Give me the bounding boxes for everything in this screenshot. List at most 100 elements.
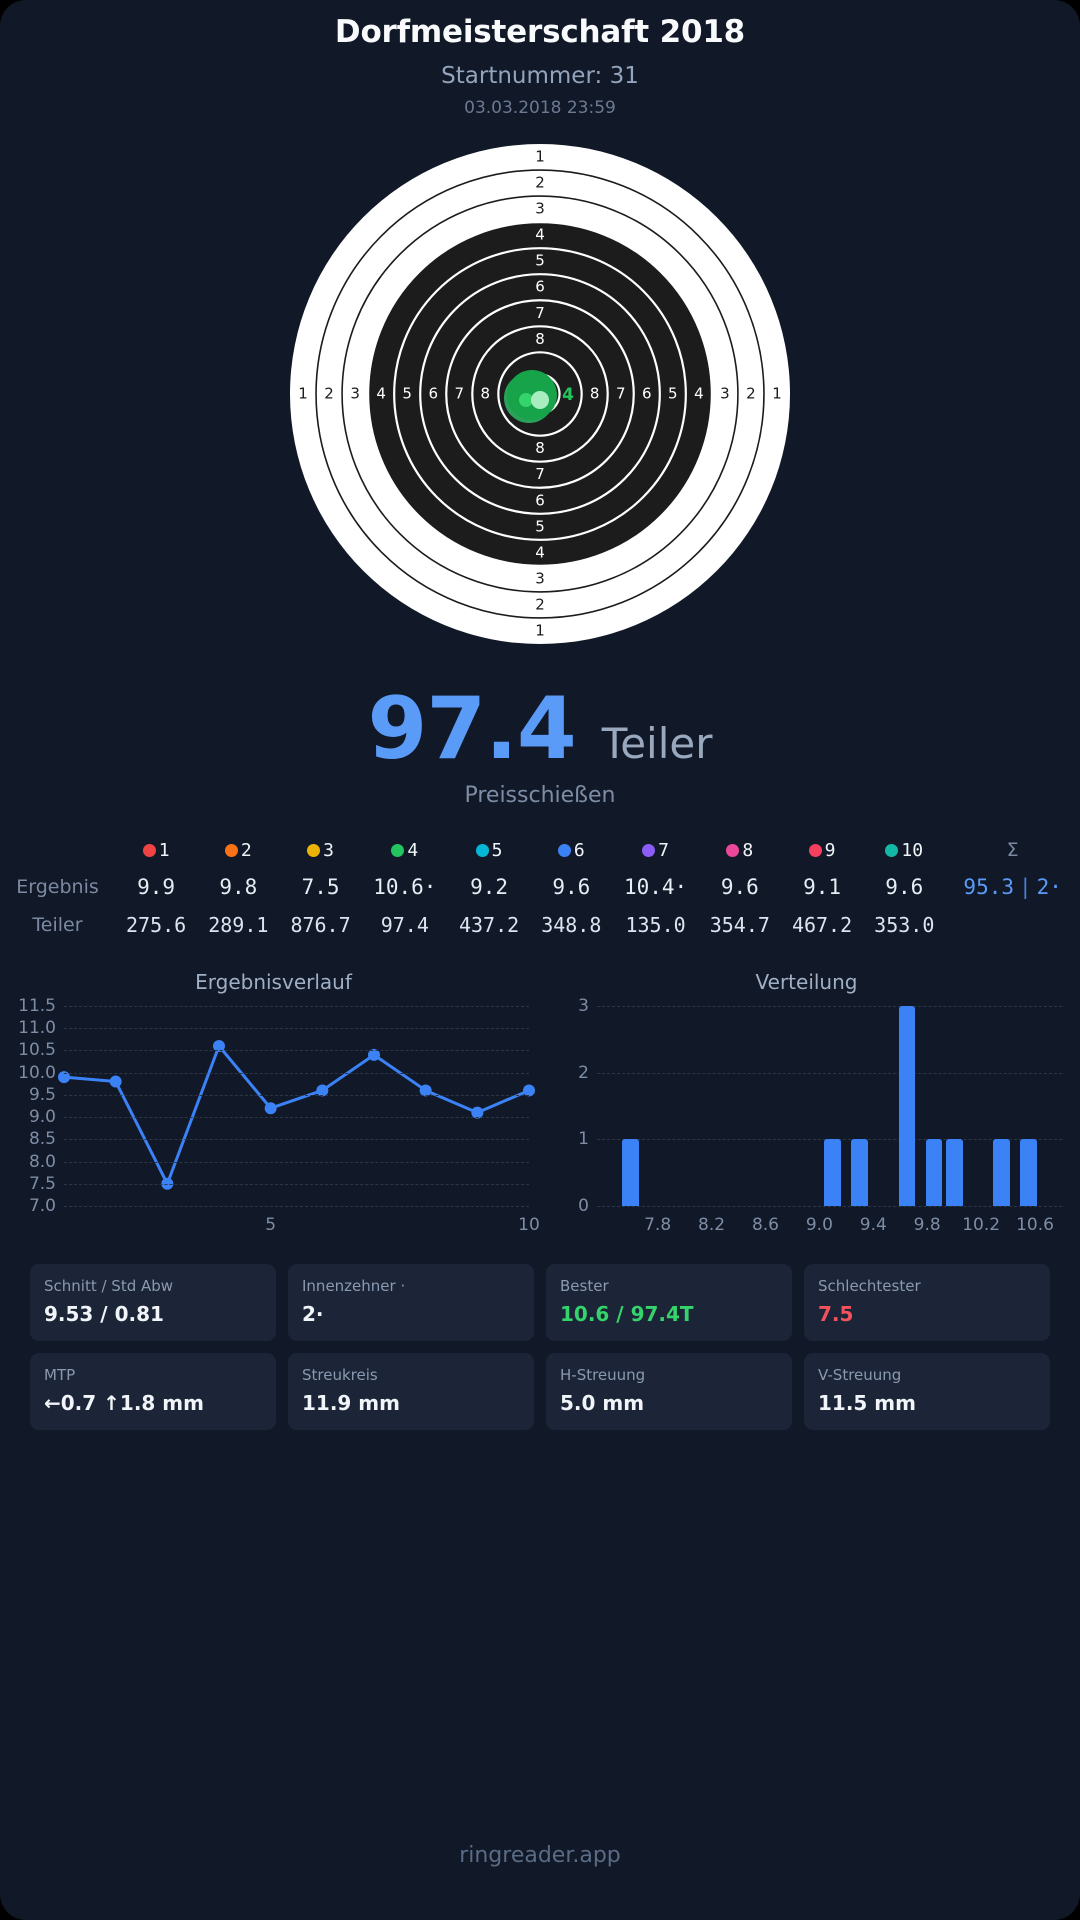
data-point <box>368 1048 380 1061</box>
ergebnis-cell: 9.6 <box>552 875 591 899</box>
teiler-cell: 353.0 <box>874 913 935 937</box>
shot-header-5: 5 <box>448 832 530 868</box>
histogram-bar <box>851 1139 869 1206</box>
stat-card: H-Streuung 5.0 mm <box>546 1353 792 1430</box>
teiler-cell: 275.6 <box>126 913 187 937</box>
x-axis-tick: 7.8 <box>644 1215 672 1235</box>
stat-card-label: Streukreis <box>302 1366 378 1384</box>
data-point <box>58 1071 70 1084</box>
row-label-teiler: Teiler <box>32 914 83 936</box>
table-header-row: 1 2 3 4 5 6 7 8 9 10 Σ <box>0 832 1080 868</box>
svg-text:6: 6 <box>535 278 545 296</box>
stat-card-value: 11.9 mm <box>302 1391 400 1415</box>
data-point <box>419 1084 432 1097</box>
shot-header-3: 3 <box>279 832 361 868</box>
shot-number-label: 1 <box>158 839 170 861</box>
gridline <box>597 1006 1062 1007</box>
y-axis-tick: 1 <box>578 1129 589 1150</box>
shot-color-dot-icon <box>885 843 899 857</box>
data-point <box>213 1040 225 1052</box>
x-axis-tick: 5 <box>265 1215 277 1235</box>
sum-separator: | <box>1019 875 1032 899</box>
teiler-cell: 135.0 <box>625 913 686 937</box>
svg-text:4: 4 <box>535 543 545 561</box>
shot-color-dot-icon <box>307 843 321 857</box>
stat-card-label: H-Streuung <box>560 1366 646 1384</box>
stat-card: Streukreis 11.9 mm <box>288 1353 534 1430</box>
chart-ergebnisverlauf: Ergebnisverlauf 11.5 11.0 10.5 10.0 9.5 9.0 8.… <box>12 970 540 1235</box>
row-label-ergebnis: Ergebnis <box>16 876 99 898</box>
stat-card: MTP ←0.7 ↑1.8 mm <box>30 1353 276 1430</box>
x-axis-tick: 9.8 <box>913 1215 941 1235</box>
svg-text:1: 1 <box>535 148 545 166</box>
stat-card: Bester 10.6 / 97.4T <box>546 1264 792 1341</box>
svg-text:1: 1 <box>772 385 782 403</box>
x-axis-tick: 10.6 <box>1016 1215 1054 1235</box>
teiler-cell: 348.8 <box>541 913 602 937</box>
svg-text:8: 8 <box>535 330 545 348</box>
x-axis-tick: 8.6 <box>751 1215 779 1235</box>
gridline <box>64 1139 529 1141</box>
shot-color-dot-icon <box>808 843 822 857</box>
y-axis-tick: 7.0 <box>28 1196 56 1216</box>
line-series <box>58 1040 535 1190</box>
gridline <box>64 1183 529 1185</box>
line-path <box>62 1044 531 1186</box>
header-spacer <box>0 832 115 868</box>
page-title: Dorfmeisterschaft 2018 <box>334 14 746 50</box>
sum-score: 95.3 <box>963 875 1014 899</box>
sum-inner-count: 2· <box>1036 875 1062 899</box>
svg-text:4: 4 <box>694 385 704 403</box>
shot-color-dot-icon <box>142 843 156 857</box>
stat-card: V-Streuung 11.5 mm <box>804 1353 1050 1430</box>
svg-text:2: 2 <box>324 385 334 403</box>
svg-text:8: 8 <box>481 385 491 403</box>
shot-color-dot-icon <box>642 843 656 857</box>
shot-color-dot-icon <box>475 843 489 857</box>
svg-text:5: 5 <box>402 385 412 403</box>
ergebnis-cell: 9.8 <box>219 875 258 899</box>
svg-text:2: 2 <box>535 174 545 192</box>
x-axis-tick: 10 <box>518 1215 540 1235</box>
shot-header-7: 7 <box>612 832 698 868</box>
ergebnis-cell: 10.6· <box>373 875 437 899</box>
teiler-cell: 97.4 <box>380 913 429 937</box>
teiler-cell: 467.2 <box>791 913 853 937</box>
shot-number-label: 5 <box>491 839 503 861</box>
svg-text:6: 6 <box>428 385 438 403</box>
stats-grid: Schnitt / Std Abw 9.53 / 0.81 Innenzehner … <box>0 1264 1080 1430</box>
shot-number-label: 7 <box>658 839 669 861</box>
svg-text:4: 4 <box>376 385 386 403</box>
stat-card: Innenzehner · 2· <box>288 1264 534 1341</box>
shot-number-label: 8 <box>742 839 754 861</box>
gridline <box>597 1206 1062 1207</box>
stat-card-label: Bester <box>560 1277 609 1295</box>
x-axis-tick: 9.0 <box>805 1215 833 1235</box>
histogram-bar <box>1019 1139 1037 1206</box>
stat-card-value: 7.5 <box>818 1302 854 1326</box>
data-point <box>109 1075 122 1088</box>
svg-text:7: 7 <box>535 465 545 483</box>
shot-header-6: 6 <box>530 832 612 868</box>
ergebnis-cell: 9.6 <box>720 875 759 899</box>
svg-text:3: 3 <box>350 385 360 403</box>
histogram-bar <box>945 1139 963 1206</box>
svg-text:1: 1 <box>535 621 545 639</box>
shot-header-2: 2 <box>197 832 279 868</box>
data-point <box>316 1084 329 1097</box>
svg-text:7: 7 <box>535 304 545 322</box>
sum-header: Σ <box>1006 839 1019 861</box>
gridline <box>64 1117 529 1119</box>
svg-text:2: 2 <box>746 385 756 403</box>
svg-text:8: 8 <box>590 385 600 403</box>
svg-text:1: 1 <box>298 385 308 403</box>
stat-card-label: Schlechtester <box>818 1277 921 1295</box>
sum-ergebnis-cell: 95.3 | 2· <box>945 868 1080 906</box>
y-axis-tick: 10.5 <box>18 1040 56 1061</box>
y-axis-tick: 3 <box>578 996 589 1016</box>
stat-card-value: 11.5 mm <box>818 1391 916 1415</box>
y-axis-tick: 8.0 <box>28 1151 56 1172</box>
ergebnis-cell: 10.4· <box>623 875 688 899</box>
